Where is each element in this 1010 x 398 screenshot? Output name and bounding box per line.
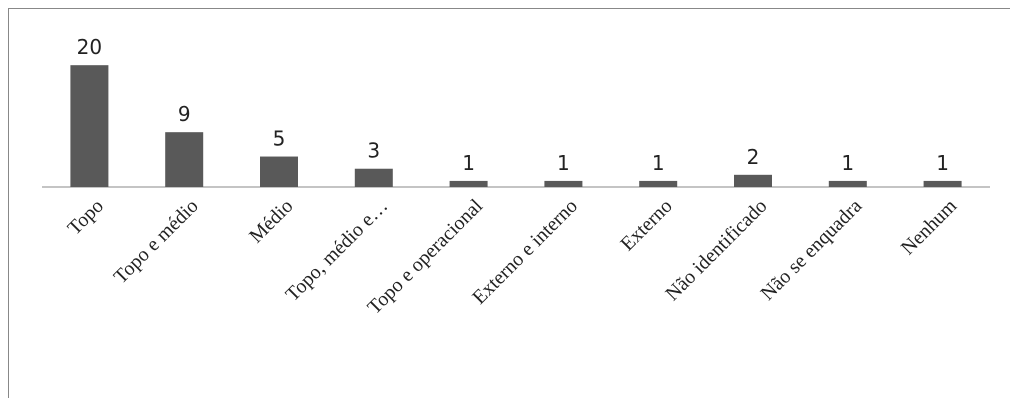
x-tick-label: Topo e médio: [110, 195, 203, 288]
bar: [639, 180, 678, 187]
bar-value-label: 2: [747, 145, 760, 169]
value-labels-group: 20 9 5 3 1 1 1 2 1 1: [77, 35, 949, 175]
x-tick-label: Nenhum: [897, 195, 962, 260]
bar-value-label: 1: [652, 151, 665, 175]
x-tick-label: Não se enquadra: [757, 195, 867, 305]
bar: [354, 168, 393, 187]
x-tick-label: Topo: [64, 195, 108, 239]
x-tick-label: Externo: [616, 195, 676, 255]
bars-group: [70, 65, 962, 187]
x-tick-label: Não identificado: [661, 195, 771, 305]
bar-value-label: 1: [841, 151, 854, 175]
bar-value-label: 5: [273, 127, 286, 151]
bar: [923, 180, 962, 187]
bar-value-label: 20: [77, 35, 102, 59]
bar: [260, 156, 298, 187]
x-tick-label: Topo, médio e…: [282, 195, 393, 306]
bar-value-label: 1: [557, 151, 570, 175]
bar-value-label: 1: [936, 151, 949, 175]
bar: [70, 65, 109, 187]
bar: [449, 180, 488, 187]
bar-value-label: 1: [462, 151, 475, 175]
bar: [734, 174, 772, 187]
chart-frame: [8, 8, 1010, 398]
bar-value-label: 3: [367, 139, 380, 163]
x-tick-label: Médio: [245, 195, 297, 247]
bar: [828, 180, 867, 187]
bar-value-label: 9: [178, 102, 191, 126]
bar: [165, 132, 204, 187]
bar: [544, 180, 583, 187]
